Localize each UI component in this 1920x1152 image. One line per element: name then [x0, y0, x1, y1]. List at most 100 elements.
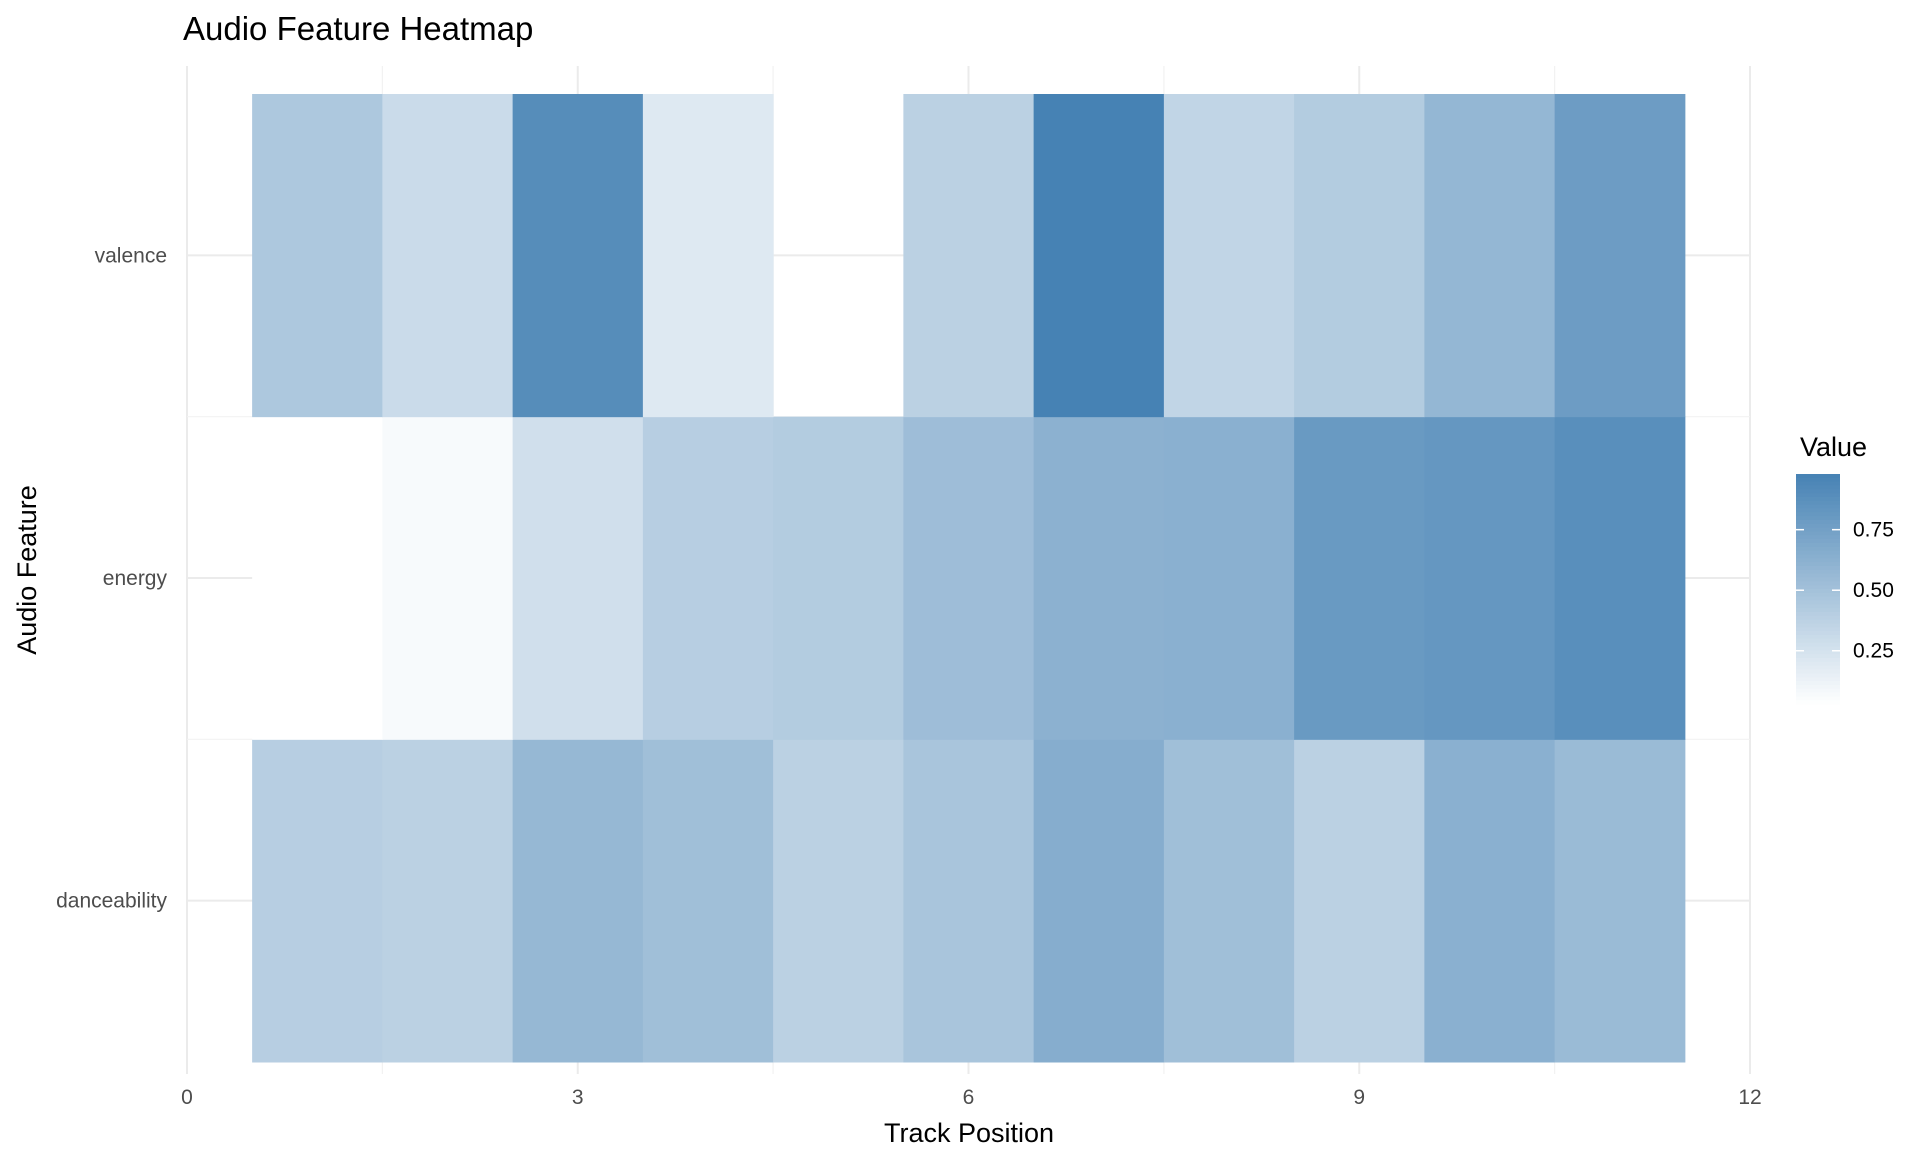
- legend-colorbar-step: [1796, 615, 1840, 621]
- heatmap-tile: [382, 416, 514, 740]
- legend-colorbar-step: [1796, 681, 1840, 686]
- heatmap-tile: [642, 94, 774, 418]
- legend-colorbar-step: [1796, 692, 1840, 697]
- legend-colorbar-step: [1796, 661, 1840, 667]
- legend-colorbar-step: [1796, 619, 1840, 625]
- legend-colorbar-step: [1796, 684, 1840, 690]
- legend-colorbar-step: [1796, 481, 1840, 487]
- legend-colorbar-step: [1796, 638, 1840, 644]
- legend-colorbar-step: [1796, 493, 1840, 498]
- legend-colorbar-step: [1796, 504, 1840, 510]
- legend-colorbar-step: [1796, 569, 1840, 575]
- y-tick-label: danceability: [56, 890, 167, 913]
- x-tick-label: 0: [181, 1086, 193, 1109]
- legend-colorbar-step: [1796, 497, 1840, 502]
- legend-colorbar-step: [1796, 566, 1840, 571]
- legend-colorbar-step: [1796, 535, 1840, 540]
- legend-tick-label: 0.50: [1853, 579, 1894, 602]
- legend-colorbar-step: [1796, 677, 1840, 682]
- y-tick-label: valence: [95, 244, 167, 267]
- heatmap-tile: [382, 739, 514, 1063]
- legend-colorbar-step: [1796, 477, 1840, 483]
- heatmap-tile: [382, 94, 514, 418]
- legend: Value 0.25 0.50 0.75: [1796, 432, 1894, 705]
- y-axis-title: Audio Feature: [12, 485, 42, 655]
- heatmap-tile: [903, 416, 1035, 740]
- legend-colorbar-step: [1796, 508, 1840, 513]
- legend-colorbar-step: [1796, 688, 1840, 694]
- legend-colorbar-step: [1796, 650, 1840, 655]
- legend-colorbar-step: [1796, 539, 1840, 544]
- x-axis-title: Track Position: [884, 1118, 1054, 1148]
- axis-layer: 0 3 6 9 12 danceability energy valence: [56, 244, 1762, 1109]
- legend-colorbar-step: [1796, 520, 1840, 525]
- legend-colorbar-step: [1796, 562, 1840, 567]
- legend-colorbar-step: [1796, 523, 1840, 529]
- heatmap-tile: [1033, 739, 1165, 1063]
- legend-colorbar-step: [1796, 585, 1840, 590]
- heatmap-tile: [1424, 416, 1556, 740]
- legend-colorbar-step: [1796, 665, 1840, 671]
- legend-colorbar-step: [1796, 654, 1840, 659]
- heatmap-tile: [252, 94, 383, 418]
- x-tick-label: 12: [1738, 1086, 1761, 1109]
- heatmap-tile: [252, 416, 383, 740]
- legend-colorbar-step: [1796, 581, 1840, 586]
- heatmap-tile: [1554, 94, 1686, 418]
- legend-colorbar-step: [1796, 474, 1840, 479]
- legend-colorbar-step: [1796, 592, 1840, 598]
- legend-colorbar-step: [1796, 623, 1840, 628]
- legend-colorbar-step: [1796, 531, 1840, 536]
- legend-colorbar-step: [1796, 512, 1840, 517]
- legend-colorbar-step: [1796, 516, 1840, 521]
- legend-colorbar-step: [1796, 589, 1840, 594]
- legend-tick-label: 0.25: [1853, 640, 1894, 663]
- tile-layer: [252, 94, 1686, 1063]
- legend-colorbar-step: [1796, 669, 1840, 674]
- legend-colorbar-step: [1796, 573, 1840, 579]
- legend-colorbar-step: [1796, 627, 1840, 632]
- heatmap-tile: [512, 416, 644, 740]
- heatmap-tile: [1424, 94, 1556, 418]
- heatmap-tile: [1424, 739, 1556, 1063]
- legend-colorbar-step: [1796, 600, 1840, 605]
- legend-colorbar-step: [1796, 546, 1840, 552]
- legend-colorbar-step: [1796, 642, 1840, 648]
- legend-colorbar-step: [1796, 558, 1840, 563]
- x-tick-label: 6: [963, 1086, 975, 1109]
- heatmap-tile: [1163, 94, 1295, 418]
- legend-colorbar-step: [1796, 489, 1840, 494]
- heatmap-tile: [1033, 416, 1165, 740]
- legend-colorbar-step: [1796, 612, 1840, 617]
- heatmap-tile: [1033, 94, 1165, 418]
- legend-colorbar-step: [1796, 485, 1840, 490]
- legend-colorbar-step: [1796, 596, 1840, 602]
- legend-tick-label: 0.75: [1853, 519, 1894, 542]
- x-tick-label: 3: [572, 1086, 584, 1109]
- heatmap-tile: [642, 416, 774, 740]
- heatmap-tile: [1163, 416, 1295, 740]
- heatmap-tile: [773, 739, 904, 1063]
- legend-title: Value: [1800, 432, 1867, 462]
- legend-colorbar-step: [1796, 700, 1840, 705]
- heatmap-tile: [512, 94, 644, 418]
- legend-colorbar-step: [1796, 604, 1840, 609]
- heatmap-tile: [903, 94, 1035, 418]
- x-tick-label: 9: [1353, 1086, 1365, 1109]
- legend-colorbar-step: [1796, 550, 1840, 556]
- heatmap-tile: [1163, 739, 1295, 1063]
- legend-colorbar-step: [1796, 635, 1840, 640]
- legend-colorbar-step: [1796, 543, 1840, 548]
- heatmap-tile: [1294, 416, 1425, 740]
- heatmap-tile: [1294, 94, 1425, 418]
- legend-colorbar-step: [1796, 554, 1840, 559]
- legend-colorbar-step: [1796, 658, 1840, 663]
- legend-colorbar-step: [1796, 631, 1840, 636]
- legend-colorbar-step: [1796, 527, 1840, 533]
- legend-colorbar-step: [1796, 696, 1840, 701]
- legend-colorbar-step: [1796, 577, 1840, 582]
- heatmap-tile: [252, 739, 383, 1063]
- heatmap-tile: [1554, 416, 1686, 740]
